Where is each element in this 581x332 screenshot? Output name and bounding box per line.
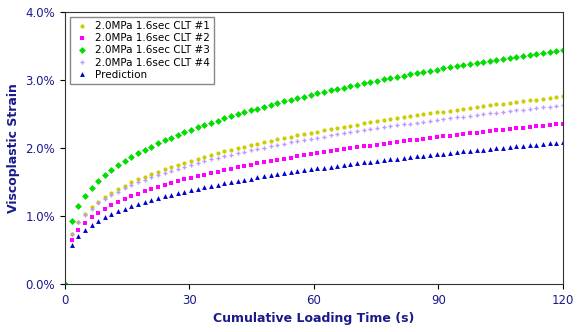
Line: 2.0MPa 1.6sec CLT #3: 2.0MPa 1.6sec CLT #3	[69, 47, 565, 223]
Prediction	[460, 149, 467, 153]
Y-axis label: Viscoplastic Strain: Viscoplastic Strain	[7, 83, 20, 213]
2.0MPa 1.6sec CLT #1	[506, 101, 513, 105]
2.0MPa 1.6sec CLT #1	[68, 232, 75, 236]
2.0MPa 1.6sec CLT #4	[453, 116, 460, 120]
Line: Prediction: Prediction	[69, 140, 565, 247]
2.0MPa 1.6sec CLT #4	[506, 109, 513, 113]
2.0MPa 1.6sec CLT #3	[108, 168, 115, 172]
2.0MPa 1.6sec CLT #2	[506, 127, 513, 131]
2.0MPa 1.6sec CLT #1	[440, 110, 447, 114]
2.0MPa 1.6sec CLT #2	[440, 134, 447, 138]
Prediction	[473, 148, 480, 152]
2.0MPa 1.6sec CLT #3	[440, 66, 447, 70]
2.0MPa 1.6sec CLT #4	[460, 115, 467, 119]
X-axis label: Cumulative Loading Time (s): Cumulative Loading Time (s)	[213, 312, 415, 325]
Line: 2.0MPa 1.6sec CLT #4: 2.0MPa 1.6sec CLT #4	[70, 103, 565, 236]
2.0MPa 1.6sec CLT #3	[453, 64, 460, 68]
2.0MPa 1.6sec CLT #3	[68, 219, 75, 223]
2.0MPa 1.6sec CLT #1	[108, 191, 115, 195]
2.0MPa 1.6sec CLT #3	[460, 63, 467, 67]
2.0MPa 1.6sec CLT #4	[440, 117, 447, 121]
2.0MPa 1.6sec CLT #4	[68, 232, 75, 236]
2.0MPa 1.6sec CLT #2	[108, 203, 115, 207]
Line: 2.0MPa 1.6sec CLT #2: 2.0MPa 1.6sec CLT #2	[70, 122, 565, 242]
2.0MPa 1.6sec CLT #2	[473, 131, 480, 135]
2.0MPa 1.6sec CLT #4	[108, 193, 115, 197]
2.0MPa 1.6sec CLT #4	[473, 113, 480, 117]
2.0MPa 1.6sec CLT #1	[473, 105, 480, 109]
2.0MPa 1.6sec CLT #1	[453, 108, 460, 112]
Prediction	[560, 140, 566, 144]
2.0MPa 1.6sec CLT #1	[460, 107, 467, 111]
Prediction	[440, 151, 447, 155]
2.0MPa 1.6sec CLT #4	[560, 103, 566, 107]
Prediction	[108, 212, 115, 216]
Legend: 2.0MPa 1.6sec CLT #1, 2.0MPa 1.6sec CLT #2, 2.0MPa 1.6sec CLT #3, 2.0MPa 1.6sec : 2.0MPa 1.6sec CLT #1, 2.0MPa 1.6sec CLT …	[70, 17, 214, 84]
2.0MPa 1.6sec CLT #3	[560, 47, 566, 51]
Prediction	[68, 243, 75, 247]
Prediction	[506, 145, 513, 149]
2.0MPa 1.6sec CLT #3	[506, 55, 513, 59]
2.0MPa 1.6sec CLT #2	[68, 238, 75, 242]
2.0MPa 1.6sec CLT #2	[453, 133, 460, 137]
Line: 2.0MPa 1.6sec CLT #1: 2.0MPa 1.6sec CLT #1	[70, 94, 565, 236]
2.0MPa 1.6sec CLT #2	[560, 122, 566, 126]
2.0MPa 1.6sec CLT #2	[460, 132, 467, 136]
Prediction	[453, 150, 460, 154]
2.0MPa 1.6sec CLT #1	[560, 95, 566, 99]
2.0MPa 1.6sec CLT #3	[473, 61, 480, 65]
